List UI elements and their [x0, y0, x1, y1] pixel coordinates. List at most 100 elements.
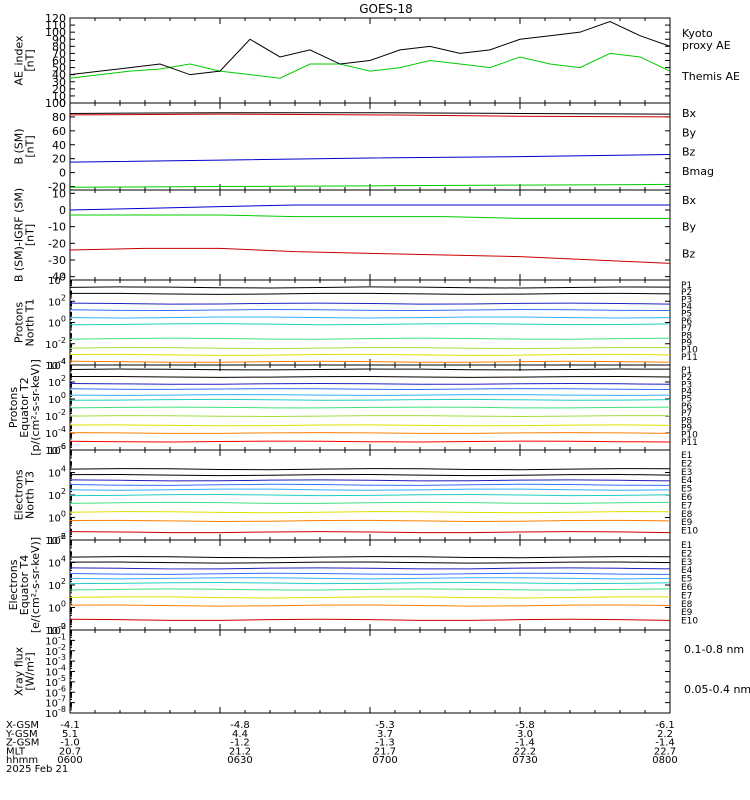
- y-axis-label: ElectronsEquator T4[e/(cm²-s-sr-keV)]: [7, 537, 42, 633]
- legend-p8: P8: [681, 331, 692, 341]
- channel-line-e10: [70, 618, 670, 621]
- legend-xray-long: 0.1-0.8 nm: [684, 643, 744, 656]
- channel-line-e10: [70, 531, 670, 534]
- y-tick-label: 10-4: [45, 664, 66, 679]
- legend-e9: E9: [681, 608, 693, 618]
- y-tick-label: 10-3: [45, 653, 66, 668]
- y-tick-label: 10-1: [45, 632, 66, 647]
- channel-line-p4: [70, 308, 670, 312]
- channel-line-e5: [70, 577, 670, 580]
- y-tick-label: 104: [48, 272, 66, 287]
- channel-line-p6: [70, 323, 670, 326]
- y-tick-label: 90: [52, 33, 66, 46]
- y-tick-label: 70: [52, 47, 66, 60]
- footer-row-label: 2025 Feb 21: [6, 764, 68, 775]
- series-line-bx: [70, 204, 670, 211]
- legend-p11: P11: [681, 438, 698, 448]
- channel-line-e8: [70, 596, 670, 599]
- y-tick-label: 10-6: [45, 442, 66, 457]
- y-tick-label: 10-4: [45, 357, 66, 372]
- y-tick-label: 102: [48, 487, 66, 502]
- y-tick-label: 60: [52, 55, 66, 68]
- y-tick-label: 10-2: [45, 643, 66, 658]
- footer-value: -1.4: [655, 738, 675, 749]
- footer-value: -1.0: [60, 738, 80, 749]
- y-tick-label: -30: [48, 254, 66, 267]
- legend-p10: P10: [681, 346, 698, 356]
- footer-value: 3.0: [517, 729, 533, 740]
- series-line-bz: [70, 113, 670, 118]
- y-tick-label: 106: [48, 532, 66, 547]
- legend-p5: P5: [681, 395, 692, 405]
- footer-value: 22.2: [514, 746, 536, 757]
- channel-line-e6: [70, 493, 670, 497]
- y-tick-label: 100: [45, 97, 66, 110]
- y-tick-label: 106: [48, 442, 66, 457]
- legend-by: By: [682, 221, 697, 234]
- y-tick-label: 40: [52, 69, 66, 82]
- y-tick-label: 10: [52, 187, 66, 200]
- series-line-bx: [70, 154, 670, 163]
- figure-title: GOES-18: [359, 2, 413, 16]
- legend-themis-ae: Themis AE: [681, 70, 740, 83]
- y-tick-label: 0: [59, 167, 66, 180]
- footer-value: -1.2: [230, 738, 250, 749]
- legend-e3: E3: [681, 558, 692, 568]
- legend-p10: P10: [681, 431, 698, 441]
- y-tick-label: 100: [45, 26, 66, 39]
- channel-line-p1: [70, 368, 670, 371]
- legend-p1: P1: [681, 281, 692, 291]
- legend-e4: E4: [681, 476, 693, 486]
- channel-line-p2: [70, 292, 670, 295]
- panels: 1201101009080706050403020100AE_index[nT]…: [7, 12, 750, 720]
- footer-value: 0700: [372, 755, 397, 766]
- footer-value: 4.4: [232, 729, 248, 740]
- footer-value: -1.4: [515, 738, 535, 749]
- legend-kyoto-proxy-ae: Kyoto: [682, 27, 713, 40]
- footer-value: 21.2: [229, 746, 251, 757]
- legend-bx: Bx: [682, 194, 697, 207]
- channel-line-e1: [70, 468, 670, 471]
- footer-value: 20.7: [59, 746, 81, 757]
- footer-value: 21.7: [374, 746, 396, 757]
- legend-bz: Bz: [682, 146, 696, 159]
- legend-p2: P2: [681, 373, 692, 383]
- y-tick-label: 102: [48, 577, 66, 592]
- y-tick-label: 0: [59, 204, 66, 217]
- footer-row-label: hhmm: [6, 755, 38, 766]
- y-tick-label: 104: [48, 357, 66, 372]
- series-line-bz: [70, 247, 670, 264]
- legend-e5: E5: [681, 485, 692, 495]
- y-tick-label: 100: [48, 510, 66, 525]
- series-line-bmag: [70, 112, 670, 115]
- legend-e6: E6: [681, 493, 693, 503]
- footer-value: 0800: [652, 755, 677, 766]
- channel-line-p8: [70, 415, 670, 417]
- channel-line-p10: [70, 432, 670, 434]
- channel-line-p2: [70, 376, 670, 378]
- series-line-by: [70, 214, 670, 219]
- legend-e7: E7: [681, 501, 692, 511]
- legend-e8: E8: [681, 510, 693, 520]
- legend-p6: P6: [681, 402, 692, 412]
- channel-line-e9: [70, 604, 670, 607]
- channel-line-e2: [70, 474, 670, 477]
- channel-line-e4: [70, 483, 670, 486]
- channel-line-p7: [70, 337, 670, 340]
- y-tick-label: 100: [48, 315, 66, 330]
- y-tick-label: -20: [48, 237, 66, 250]
- y-axis-label: Xray flux[W/m²]: [13, 646, 37, 696]
- legend-p5: P5: [681, 310, 692, 320]
- y-tick-label: 30: [52, 76, 66, 89]
- y-axis-label: ProtonsEquator T2[p/(cm²-s-sr-keV)]: [7, 359, 42, 456]
- legend-p11: P11: [681, 353, 698, 363]
- legend-e6: E6: [681, 583, 693, 593]
- y-tick-label: 20: [52, 83, 66, 96]
- channel-line-p3: [70, 302, 670, 305]
- legend-bmag: Bmag: [682, 165, 714, 178]
- y-tick-label: 110: [45, 19, 66, 32]
- panel-protons_t1: 104 102 100 10-2 10-4 ProtonsNorth T1 P1P2P3P4…: [13, 272, 699, 372]
- panel-frame: [69, 189, 671, 281]
- panel-ae: 1201101009080706050403020100AE_index[nT]…: [13, 12, 740, 110]
